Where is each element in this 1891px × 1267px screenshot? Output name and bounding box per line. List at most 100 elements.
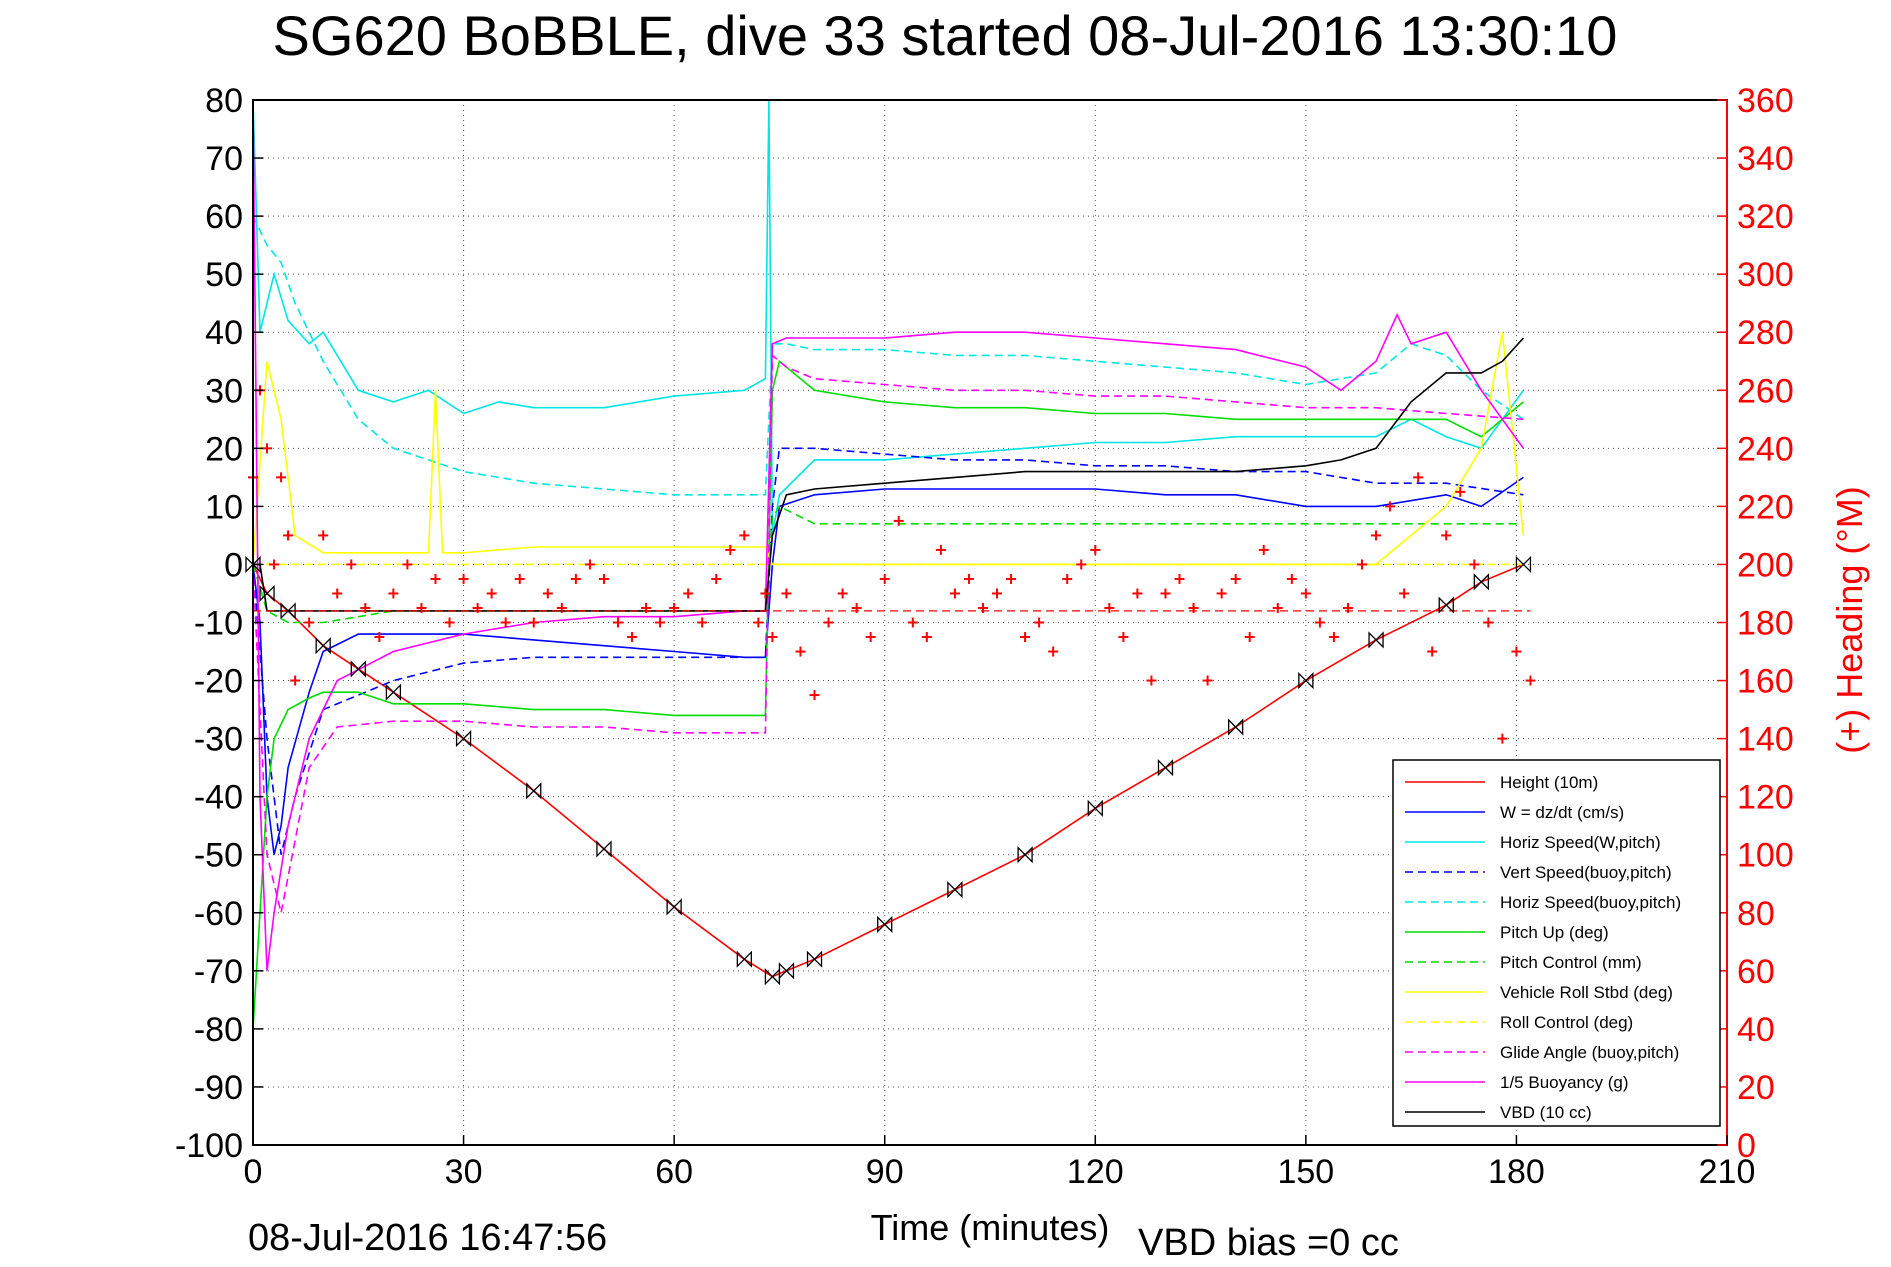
y2-tick-label: 180 [1737, 605, 1794, 643]
heading-point [627, 632, 638, 643]
height-marker [764, 968, 781, 986]
height-marker [1438, 596, 1454, 614]
height-marker [596, 840, 612, 858]
heading-point [823, 617, 834, 628]
legend: Height (10m) W = dz/dt (cm/s) Horiz Speed(… [1392, 759, 1721, 1127]
heading-point [1399, 588, 1410, 599]
y2-tick-label: 220 [1737, 488, 1794, 526]
heading-point [781, 588, 792, 599]
height-marker [259, 584, 275, 603]
height-marker [1157, 759, 1174, 777]
series-line-11 [253, 337, 1524, 612]
y2-tick-label: 120 [1737, 779, 1794, 817]
heading-point [346, 559, 357, 570]
x-tick-label: 210 [1699, 1153, 1756, 1191]
heading-point [1216, 588, 1227, 599]
heading-point [276, 472, 287, 483]
heading-point [290, 675, 301, 686]
series-line-1 [252, 476, 1524, 855]
heading-point [528, 617, 539, 628]
heading-point [1385, 501, 1396, 512]
height-marker [877, 915, 893, 933]
heading-point [1286, 573, 1297, 584]
legend-label: VBD (10 cc) [1500, 1103, 1592, 1122]
legend-label: W = dz/dt (cm/s) [1500, 803, 1624, 822]
heading-point [725, 544, 736, 555]
legend-label: 1/5 Buoyancy (g) [1500, 1073, 1629, 1092]
height-marker [1228, 718, 1244, 736]
y-tick-label: 80 [205, 82, 243, 120]
heading-point [760, 588, 771, 599]
heading-point [458, 573, 469, 584]
heading-point [1076, 559, 1087, 570]
x-tick-label: 60 [655, 1153, 693, 1191]
heading-point [1160, 588, 1171, 599]
heading-point [907, 617, 918, 628]
y-tick-label: 40 [205, 314, 243, 352]
height-marker [385, 683, 402, 701]
heading-point [1118, 632, 1129, 643]
y2-tick-label: 240 [1737, 430, 1794, 468]
heading-point [1230, 573, 1241, 584]
legend-label: Glide Angle (buoy,pitch) [1500, 1043, 1679, 1062]
heading-point [753, 617, 764, 628]
y2-tick-label: 280 [1737, 314, 1794, 352]
y2-tick-label: 60 [1737, 953, 1775, 991]
height-marker [1087, 799, 1103, 817]
legend-label: Height (10m) [1500, 773, 1598, 792]
heading-point [1300, 588, 1311, 599]
heading-point [795, 646, 806, 657]
series-line-3 [252, 447, 1524, 855]
series-layer [252, 99, 1525, 1029]
y2-tick-label: 40 [1737, 1011, 1775, 1049]
x-tick-label: 30 [445, 1153, 483, 1191]
heading-point [1483, 617, 1494, 628]
heading-point [767, 632, 778, 643]
heading-point [332, 588, 343, 599]
heading-point [570, 573, 581, 584]
y2-tick-label: 140 [1737, 721, 1794, 759]
height-marker [666, 898, 682, 916]
y-tick-label: -10 [194, 605, 243, 643]
heading-point [1455, 486, 1466, 497]
y-tick-label: -30 [194, 721, 243, 759]
heading-point [1328, 632, 1339, 643]
heading-point [1006, 573, 1017, 584]
heading-point [542, 588, 553, 599]
height-marker [1368, 631, 1384, 649]
heading-point [430, 573, 441, 584]
height-marker [1298, 671, 1314, 690]
height-marker [947, 880, 963, 899]
heading-point [1034, 617, 1045, 628]
vbd-bias-label: VBD bias =0 cc [1138, 1222, 1399, 1262]
heading-point [556, 602, 567, 613]
x-tick-label: 0 [244, 1153, 263, 1191]
legend-label: Pitch Up (deg) [1500, 923, 1609, 942]
y2-tick-label: 160 [1737, 663, 1794, 701]
heading-point [1090, 544, 1101, 555]
y-tick-label: 30 [205, 372, 243, 410]
legend-box [1392, 759, 1721, 1127]
y2-tick-label: 100 [1737, 837, 1794, 875]
legend-label: Vehicle Roll Stbd (deg) [1500, 983, 1673, 1002]
heading-point [472, 602, 483, 613]
y-tick-label: -20 [194, 663, 243, 701]
height-marker [350, 660, 366, 678]
axis-ticks: 0 30 60 90 120 150 180 21080706050403020100-10-… [175, 82, 1794, 1191]
y2-tick-label: 300 [1737, 256, 1794, 294]
heading-point [1202, 675, 1213, 686]
y2-tick-label: 80 [1737, 895, 1775, 933]
y2-tick-label: 260 [1737, 372, 1794, 410]
heading-point [374, 632, 385, 643]
heading-point [402, 559, 413, 570]
heading-point [514, 573, 525, 584]
heading-point [283, 530, 294, 541]
y2-tick-label: 340 [1737, 140, 1794, 178]
heading-point [641, 602, 652, 613]
heading-point [655, 617, 666, 628]
heading-point [1511, 646, 1522, 657]
heading-point [879, 573, 890, 584]
series-line-2 [252, 99, 1525, 536]
y-tick-label: 10 [205, 488, 243, 526]
